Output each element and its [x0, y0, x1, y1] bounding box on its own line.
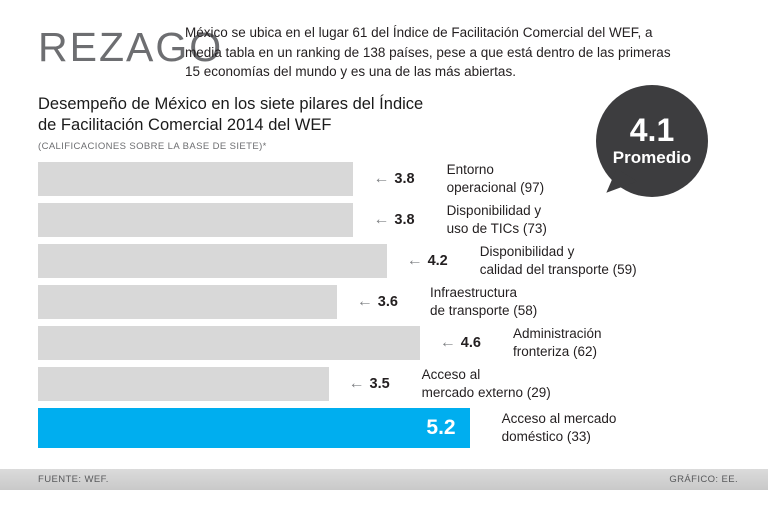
- chart-note: (CALIFICACIONES SOBRE LA BASE DE SIETE)*: [38, 141, 267, 152]
- bar: [38, 367, 329, 401]
- bar-value: 3.8: [394, 212, 415, 228]
- bar-chart: ← 3.8 Entorno operacional (97) ← 3.8 Disponibi…: [38, 162, 758, 448]
- bar-annotation: ← 3.5: [349, 375, 390, 393]
- bar-label-line: operacional (97): [446, 180, 545, 195]
- bar: [38, 203, 354, 237]
- left-arrow-icon: ←: [348, 375, 365, 392]
- bar-label-line: calidad del transporte (59): [479, 262, 637, 277]
- bar-label: Entorno operacional (97): [447, 161, 545, 196]
- bar-label: Acceso al mercado doméstico (33): [502, 410, 617, 445]
- bar-row: ← 3.6 Infraestructura de transporte (58): [38, 285, 758, 319]
- bar-label: Administración fronteriza (62): [513, 325, 602, 360]
- bar-label-line: uso de TICs (73): [446, 221, 547, 236]
- bar-label-line: Entorno: [446, 162, 494, 178]
- bar-row: ← 4.6 Administración fronteriza (62): [38, 326, 758, 360]
- bar-label: Disponibilidad y uso de TICs (73): [447, 202, 547, 237]
- bar: [38, 326, 420, 360]
- bar-annotation: ← 4.2: [407, 252, 448, 270]
- bar-value: 3.8: [394, 171, 415, 187]
- average-value: 4.1: [629, 112, 675, 149]
- bar-row: ← 4.2 Disponibilidad y calidad del transpor…: [38, 244, 758, 278]
- left-arrow-icon: ←: [439, 334, 456, 351]
- bar-value: 3.6: [377, 294, 398, 310]
- bar-label-line: Acceso al mercado: [501, 411, 617, 427]
- bar-value: 5.2: [426, 416, 456, 439]
- bar-label: Disponibilidad y calidad del transporte (…: [480, 243, 637, 278]
- chart-title: Desempeño de México en los siete pilares…: [38, 95, 424, 135]
- bar: [38, 162, 354, 196]
- page-title: REZAGO: [38, 24, 224, 70]
- bar-annotation: ← 4.6: [440, 334, 481, 352]
- bar-label-line: Administración: [512, 326, 602, 342]
- bar-label-line: mercado externo (29): [421, 385, 551, 400]
- graphic-credit: GRÁFICO: EE.: [669, 474, 738, 485]
- footer-bar: FUENTE: WEF. GRÁFICO: EE.: [0, 469, 768, 490]
- bar-label-line: de transporte (58): [429, 303, 538, 318]
- bar-label-line: doméstico (33): [501, 429, 591, 444]
- bar: [38, 285, 337, 319]
- bar-row: ← 3.8 Entorno operacional (97): [38, 162, 758, 196]
- bar-value: 4.6: [460, 335, 481, 351]
- bar-row: ← 3.8 Disponibilidad y uso de TICs (73): [38, 203, 758, 237]
- average-label: Promedio: [612, 147, 692, 167]
- left-arrow-icon: ←: [406, 252, 423, 269]
- bar-label-line: Infraestructura: [429, 285, 518, 301]
- intro-paragraph: México se ubica en el lugar 61 del Índic…: [185, 25, 671, 80]
- bar: [38, 244, 387, 278]
- bar-label: Acceso al mercado externo (29): [422, 366, 551, 401]
- bar-label-line: Disponibilidad y: [446, 203, 542, 219]
- left-arrow-icon: ←: [373, 170, 390, 187]
- bar-row: 5.2 Acceso al mercado doméstico (33): [38, 408, 758, 448]
- bar-row: ← 3.5 Acceso al mercado externo (29): [38, 367, 758, 401]
- bar-label-line: Disponibilidad y: [479, 244, 575, 260]
- left-arrow-icon: ←: [356, 293, 373, 310]
- bar-value: 3.5: [369, 376, 390, 392]
- left-arrow-icon: ←: [373, 211, 390, 228]
- bar-annotation: ← 3.6: [357, 293, 398, 311]
- bar-label-line: fronteriza (62): [512, 344, 598, 359]
- bar-annotation: ← 3.8: [373, 211, 414, 229]
- average-badge: 4.1 Promedio: [596, 85, 708, 197]
- bar-value: 4.2: [427, 253, 448, 269]
- highlight-bar: 5.2: [38, 408, 470, 448]
- bar-label-line: Acceso al: [421, 367, 481, 383]
- source-credit: FUENTE: WEF.: [38, 474, 109, 485]
- bar-label: Infraestructura de transporte (58): [430, 284, 537, 319]
- bar-annotation: ← 3.8: [373, 170, 414, 188]
